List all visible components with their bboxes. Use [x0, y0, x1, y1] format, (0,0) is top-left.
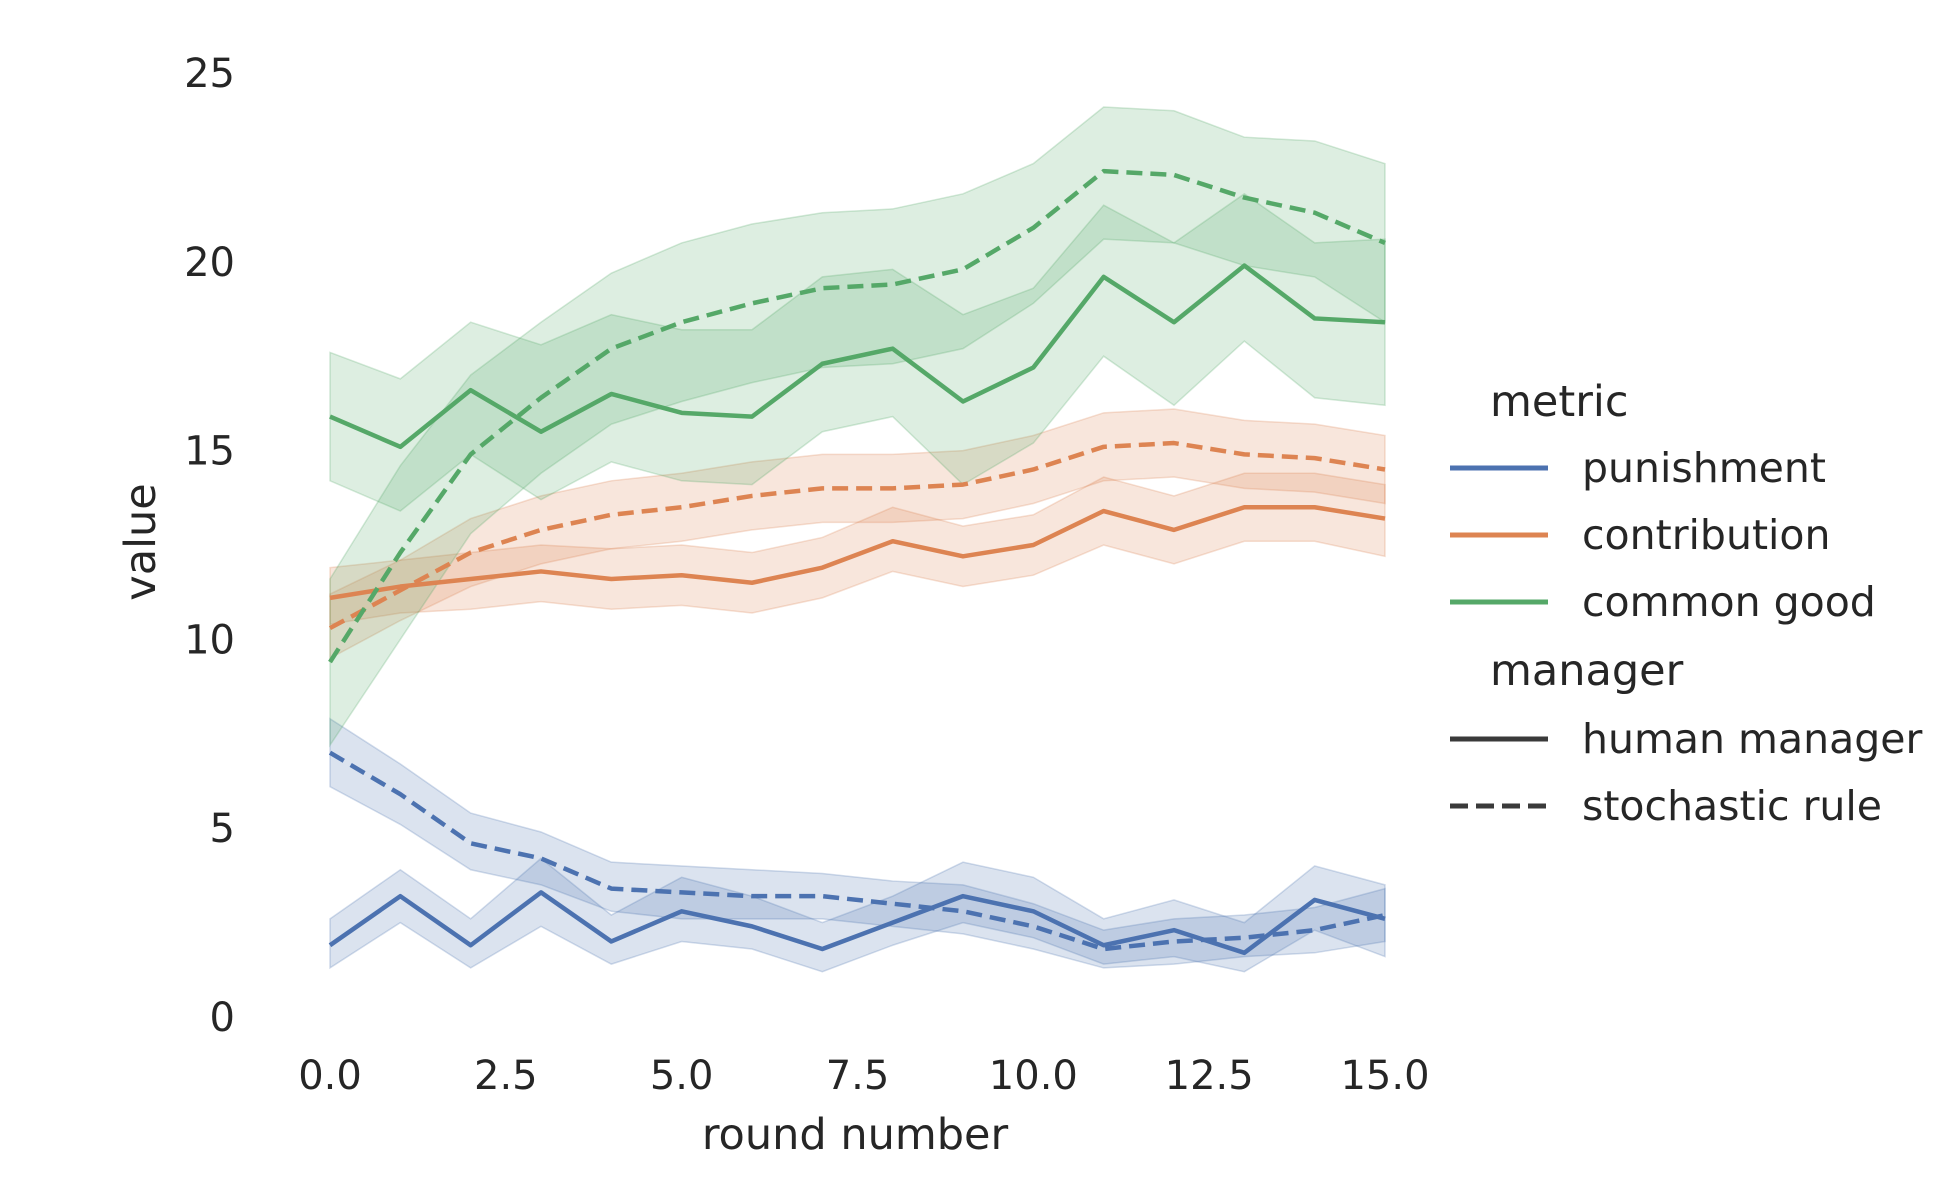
ci-band-contribution-stochastic-rule: [329, 408, 1386, 660]
legend-label-human-manager: human manager: [1582, 715, 1922, 763]
legend-label-common-good: common good: [1582, 578, 1876, 626]
confidence-bands: [329, 106, 1386, 973]
series-line-contribution-stochastic-rule: [328, 440, 1386, 631]
series-lines: [328, 168, 1386, 956]
legend-label-contribution: contribution: [1582, 511, 1830, 559]
x-tick-label: 5.0: [650, 1053, 714, 1099]
y-tick-label: 5: [210, 806, 235, 852]
y-tick-label: 20: [184, 240, 235, 286]
legend-title-manager: manager: [1490, 646, 1684, 696]
x-axis-ticks: 0.0 2.5 5.0 7.5 10.0 12.5 15.0: [298, 1053, 1429, 1099]
y-axis-label: value: [116, 483, 166, 600]
y-tick-label: 15: [184, 429, 235, 475]
y-axis-ticks: 0 5 10 15 20 25: [184, 51, 235, 1041]
x-tick-label: 2.5: [474, 1053, 538, 1099]
x-tick-label: 7.5: [826, 1053, 890, 1099]
x-tick-label: 0.0: [298, 1053, 362, 1099]
legend-label-stochastic-rule: stochastic rule: [1582, 782, 1882, 830]
series-line-contribution-human-manager: [329, 504, 1386, 601]
x-tick-label: 15.0: [1340, 1053, 1429, 1099]
y-tick-label: 25: [184, 51, 235, 97]
legend-title-metric: metric: [1490, 377, 1628, 427]
ci-band-punishment-stochastic-rule: [329, 717, 1386, 969]
legend-label-punishment: punishment: [1582, 444, 1826, 492]
y-tick-label: 0: [210, 995, 235, 1041]
ci-band-common-good-human-manager: [329, 192, 1386, 512]
x-axis-label: round number: [702, 1110, 1009, 1160]
x-tick-label: 12.5: [1165, 1053, 1254, 1099]
series-line-common-good-human-manager: [329, 263, 1386, 450]
legend: metric punishment contribution common go…: [1450, 377, 1922, 830]
series-line-common-good-stochastic-rule: [328, 168, 1386, 664]
x-tick-label: 10.0: [989, 1053, 1078, 1099]
ci-band-contribution-human-manager: [329, 472, 1386, 626]
y-tick-label: 10: [184, 617, 235, 663]
series-line-punishment-stochastic-rule: [328, 750, 1386, 952]
